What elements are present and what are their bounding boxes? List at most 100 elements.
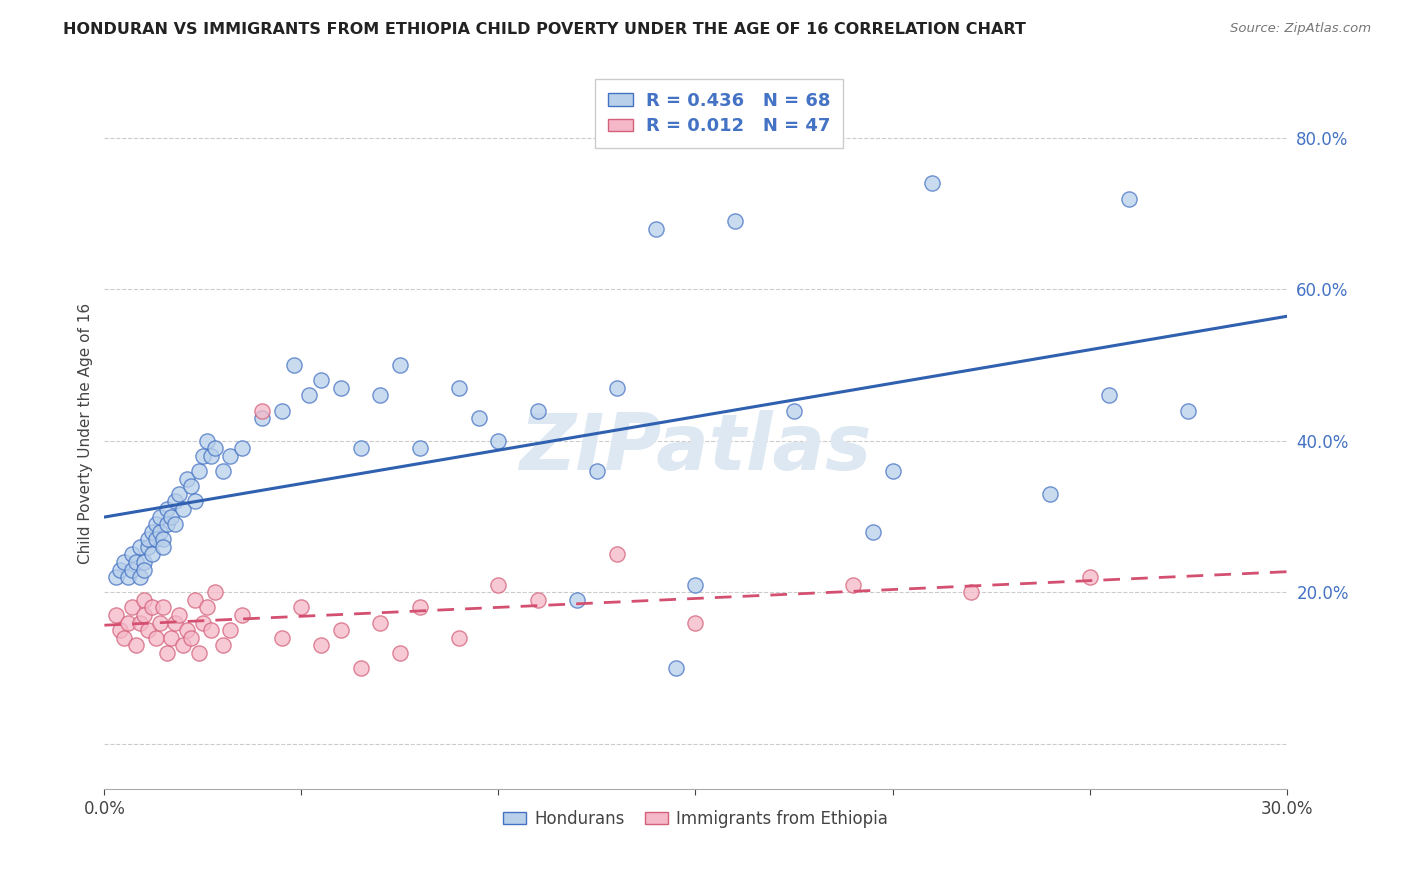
Point (685, 578, 707, 592)
Point (349, 442, 371, 456)
Point (184, 593, 207, 607)
Point (195, 600, 218, 615)
Point (148, 524, 170, 539)
Point (156, 646, 179, 660)
Point (645, 222, 668, 236)
Point (188, 646, 211, 660)
Point (200, 624, 222, 638)
Point (128, 570, 150, 584)
Point (136, 533, 159, 547)
Point (309, 373, 332, 387)
Point (152, 540, 174, 554)
Point (1098, 388, 1121, 402)
Point (125, 555, 148, 569)
Point (172, 502, 194, 516)
Point (368, 388, 391, 402)
Point (172, 638, 194, 652)
Point (160, 631, 183, 645)
Point (167, 608, 190, 623)
Point (141, 524, 163, 539)
Point (862, 524, 884, 539)
Point (567, 593, 589, 607)
Point (176, 624, 198, 638)
Point (283, 358, 305, 372)
Text: HONDURAN VS IMMIGRANTS FROM ETHIOPIA CHILD POVERTY UNDER THE AGE OF 16 CORRELATI: HONDURAN VS IMMIGRANTS FROM ETHIOPIA CHI… (63, 22, 1026, 37)
Point (447, 381, 470, 395)
Point (921, 177, 943, 191)
Point (108, 624, 131, 638)
Point (219, 624, 242, 638)
Point (188, 464, 211, 478)
Point (1039, 487, 1062, 501)
Point (117, 570, 139, 584)
Point (408, 600, 430, 615)
Point (368, 615, 391, 630)
Point (231, 608, 253, 623)
Point (165, 615, 187, 630)
Point (148, 509, 170, 524)
Point (112, 631, 135, 645)
Point (167, 487, 190, 501)
Point (842, 578, 865, 592)
Point (204, 585, 226, 599)
Point (132, 608, 155, 623)
Point (128, 540, 150, 554)
Point (180, 479, 202, 493)
Text: Source: ZipAtlas.com: Source: ZipAtlas.com (1230, 22, 1371, 36)
Point (132, 593, 155, 607)
Point (349, 661, 371, 675)
Point (783, 403, 806, 417)
Y-axis label: Child Poverty Under the Age of 16: Child Poverty Under the Age of 16 (79, 302, 93, 564)
Point (388, 646, 411, 660)
Point (606, 548, 628, 562)
Point (724, 214, 747, 228)
Point (329, 624, 352, 638)
Point (204, 442, 226, 456)
Point (184, 494, 207, 508)
Point (488, 434, 510, 448)
Point (685, 615, 707, 630)
Point (145, 533, 167, 547)
Point (152, 533, 174, 547)
Point (195, 434, 218, 448)
Point (121, 548, 143, 562)
Point (219, 449, 242, 463)
Point (290, 600, 312, 615)
Point (606, 381, 628, 395)
Point (211, 638, 233, 652)
Point (586, 464, 609, 478)
Point (132, 555, 155, 569)
Point (152, 600, 174, 615)
Point (156, 502, 179, 516)
Point (156, 517, 179, 532)
Point (329, 381, 352, 395)
Point (141, 548, 163, 562)
Point (165, 517, 187, 532)
Point (105, 570, 128, 584)
Point (148, 615, 170, 630)
Point (527, 403, 550, 417)
Point (527, 593, 550, 607)
Point (270, 631, 292, 645)
Point (141, 600, 163, 615)
Point (176, 472, 198, 486)
Point (108, 563, 131, 577)
Point (1078, 570, 1101, 584)
Point (211, 464, 233, 478)
Point (136, 540, 159, 554)
Point (165, 494, 187, 508)
Point (145, 517, 167, 532)
Point (665, 661, 688, 675)
Point (1118, 192, 1140, 206)
Point (121, 600, 143, 615)
Point (121, 563, 143, 577)
Point (105, 608, 128, 623)
Point (180, 631, 202, 645)
Point (447, 631, 470, 645)
Point (298, 388, 321, 402)
Point (145, 631, 167, 645)
Point (200, 449, 222, 463)
Point (112, 555, 135, 569)
Point (125, 638, 148, 652)
Point (132, 563, 155, 577)
